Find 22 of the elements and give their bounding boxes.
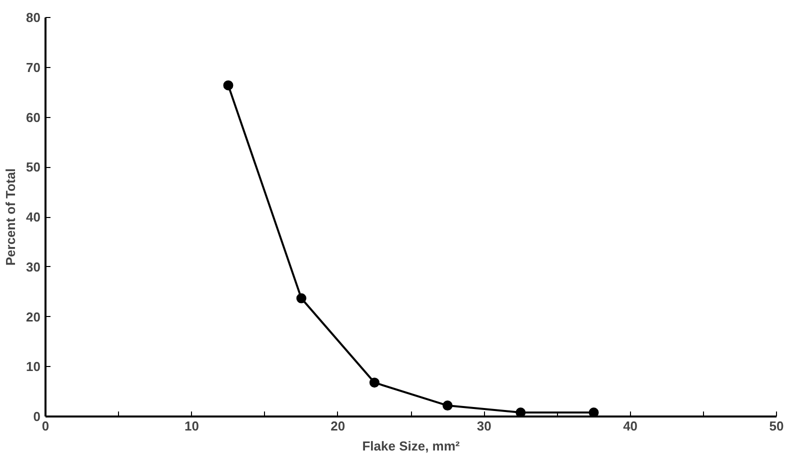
y-tick-label: 50: [26, 160, 41, 175]
y-tick-label: 10: [26, 359, 41, 374]
y-tick-label: 30: [26, 259, 41, 274]
x-tick-label: 10: [184, 418, 199, 434]
point: [369, 378, 380, 388]
y-tick-label: 60: [26, 110, 41, 125]
x-tick-label: 30: [476, 418, 492, 434]
point: [442, 400, 453, 411]
y-tick-label: 80: [26, 10, 41, 25]
y-tick-label: 0: [33, 409, 41, 424]
y-tick-label: 20: [26, 309, 41, 324]
x-tick-label: 20: [330, 418, 346, 434]
point: [223, 80, 234, 90]
y-tick-label: 40: [26, 210, 41, 224]
point: [296, 293, 306, 304]
x-tick-label: 40: [623, 418, 638, 434]
x-axis-title: Flake Size, mm²: [362, 438, 460, 454]
y-tick-label: 70: [26, 60, 41, 75]
point: [516, 408, 526, 416]
y-axis-title: Percent of Total: [3, 168, 18, 266]
x-tick-label: 50: [769, 418, 784, 434]
point: [588, 408, 599, 416]
